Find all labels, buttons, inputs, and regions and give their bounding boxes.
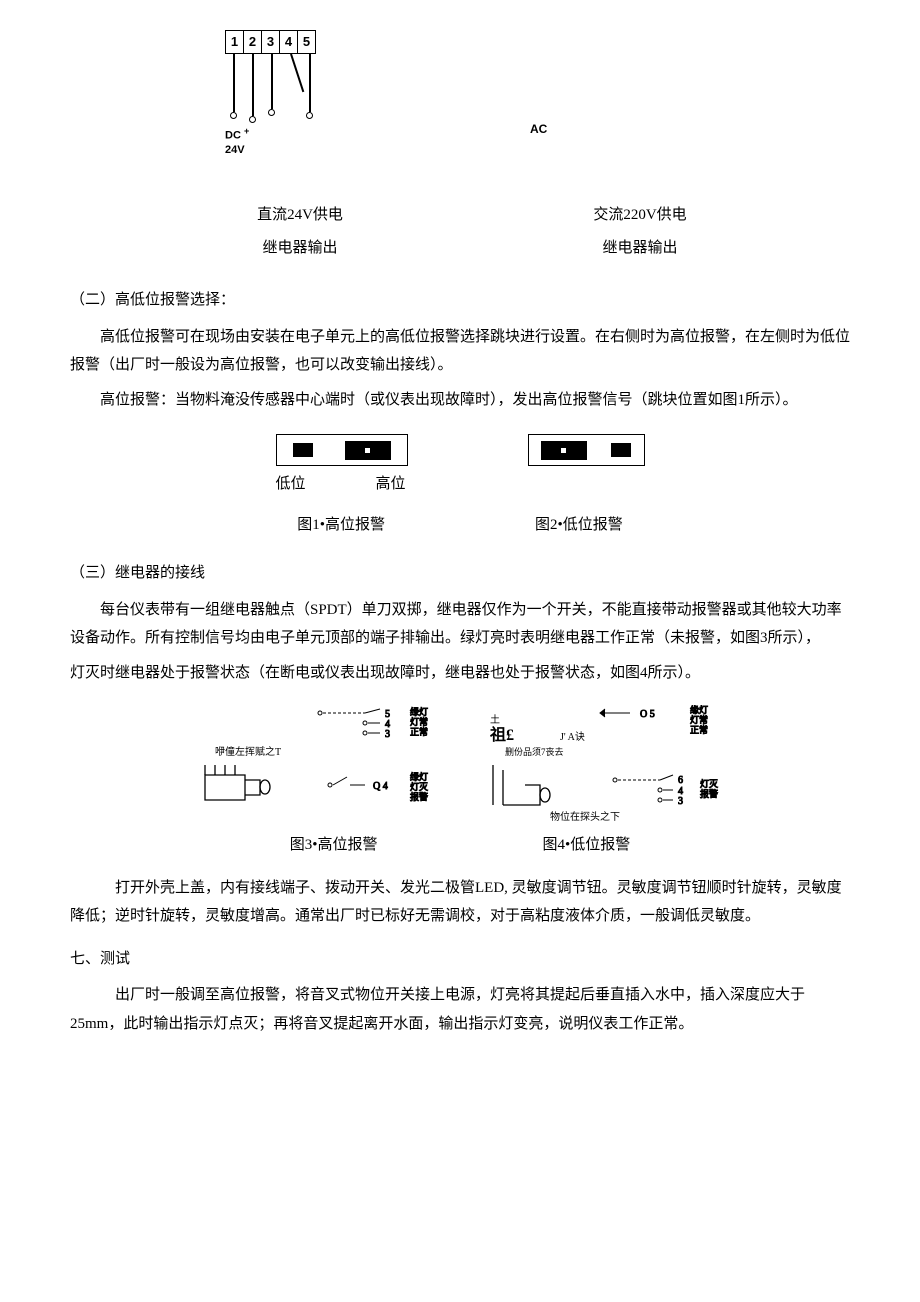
svg-text:报警: 报警 (700, 788, 718, 799)
svg-text:灯灭: 灯灭 (700, 779, 718, 789)
dc-text: DC (225, 130, 241, 142)
ac-caption: 交流220V供电 继电器输出 (570, 197, 710, 266)
svg-text:咿僮左挥赋之T: 咿僮左挥赋之T (215, 745, 281, 758)
dc-caption: 直流24V供电 继电器输出 (230, 197, 370, 266)
relay-caption-row: 图3•高位报警 图4•低位报警 (70, 831, 850, 860)
svg-text:灯常: 灯常 (410, 716, 428, 727)
section-7-p1: 出厂时一般调至高位报警，将音叉式物位开关接上电源，灯亮将其提起后垂直插入水中，插… (70, 981, 850, 1038)
jumper-small-2 (611, 443, 631, 457)
jumper-labels-1: 低位 高位 (276, 470, 406, 499)
svg-text:缘灯: 缘灯 (690, 705, 708, 715)
fig2-caption: 图2•低位报警 (535, 511, 623, 540)
dc-caption-2: 继电器输出 (230, 234, 370, 263)
jumper-big-2 (541, 441, 587, 460)
section-2-p1: 高低位报警可在现场由安装在电子单元上的高低位报警选择跳块进行设置。在右侧时为高位… (70, 323, 850, 380)
section-2-heading: （二）高低位报警选择： (70, 286, 850, 315)
jumper-big-1 (345, 441, 391, 460)
svg-text:绿灯: 绿灯 (410, 771, 428, 782)
section-3-p3: 打开外壳上盖，内有接线端子、拨动开关、发光二极管LED, 灵敏度调节钮。灵敏度调… (70, 874, 850, 931)
dc-terminal-block: 1 2 3 4 5 DC + 24V (225, 30, 320, 157)
terminal-strip: 1 2 3 4 5 (225, 30, 316, 54)
label-low: 低位 (276, 470, 306, 499)
jumper-fig-captions: 图1•高位报警 图2•低位报警 (70, 511, 850, 540)
svg-text:绿灯: 绿灯 (410, 706, 428, 717)
svg-text:正常: 正常 (410, 726, 428, 737)
section-2-p2: 高位报警：当物料淹没传感器中心端时（或仪表出现故障时），发出高位报警信号（跳块位… (100, 386, 850, 415)
svg-text:删份品须7丧去: 删份品须7丧去 (505, 746, 564, 757)
section-3-heading: （三）继电器的接线 (70, 559, 850, 588)
terminal-4: 4 (280, 31, 298, 53)
relay-fig4: 土 O 5 缘灯 灯常 正常 祖£ J' A诀 删份品须7丧去 6 4 3 灯灭… (475, 705, 735, 825)
terminal-2: 2 (244, 31, 262, 53)
svg-text:J' A诀: J' A诀 (560, 731, 585, 743)
section-3-p1: 每台仪表带有一组继电器触点（SPDT）单刀双掷，继电器仅作为一个开关，不能直接带… (70, 596, 850, 653)
terminal-3: 3 (262, 31, 280, 53)
dc-voltage: 24V (225, 144, 245, 156)
svg-text:3: 3 (385, 729, 390, 740)
label-high: 高位 (375, 470, 405, 499)
dc-caption-1: 直流24V供电 (230, 201, 370, 230)
jumper-fig1: 低位 高位 (276, 434, 408, 499)
terminal-1: 1 (226, 31, 244, 53)
relay-fig3: 5 4 3 绿灯 灯常 正常 咿僮左挥赋之T Q 4 绿灯 灯灭 报警 (185, 705, 445, 825)
section-3-p2: 灯灭时继电器处于报警状态（在断电或仪表出现故障时，继电器也处于报警状态，如图4所… (70, 659, 850, 688)
svg-text:报警: 报警 (410, 791, 428, 802)
dc-plus: + (244, 126, 249, 136)
top-caption-row: 直流24V供电 继电器输出 交流220V供电 继电器输出 (230, 197, 850, 266)
svg-text:灯常: 灯常 (690, 714, 708, 725)
jumper-row: 低位 高位 (70, 434, 850, 499)
relay-diagram-row: 5 4 3 绿灯 灯常 正常 咿僮左挥赋之T Q 4 绿灯 灯灭 报警 土 O … (70, 705, 850, 825)
svg-text:土: 土 (490, 713, 500, 726)
fig4-caption: 图4•低位报警 (543, 831, 631, 860)
fig1-caption: 图1•高位报警 (297, 511, 385, 540)
top-diagrams-row: 1 2 3 4 5 DC + 24V AC (225, 30, 850, 157)
terminal-5: 5 (298, 31, 315, 53)
ac-caption-2: 继电器输出 (570, 234, 710, 263)
fig3-caption: 图3•高位报警 (290, 831, 378, 860)
svg-text:祖£: 祖£ (489, 725, 514, 744)
svg-text:正常: 正常 (690, 724, 708, 735)
jumper-box-1 (276, 434, 408, 466)
svg-text:6: 6 (678, 775, 683, 786)
svg-text:灯灭: 灯灭 (410, 782, 428, 792)
section-7-heading: 七、测试 (70, 945, 850, 974)
ac-caption-1: 交流220V供电 (570, 201, 710, 230)
jumper-small-1 (293, 443, 313, 457)
svg-text:O 5: O 5 (640, 709, 655, 720)
svg-text:3: 3 (678, 796, 683, 807)
jumper-box-2 (528, 434, 645, 466)
ac-label: AC (530, 118, 547, 141)
svg-text:物位在探头之下: 物位在探头之下 (550, 810, 620, 823)
wire-diagram (225, 54, 320, 124)
dc-label: DC + 24V (225, 126, 249, 157)
svg-text:Q 4: Q 4 (373, 781, 388, 792)
jumper-fig2 (528, 434, 645, 470)
